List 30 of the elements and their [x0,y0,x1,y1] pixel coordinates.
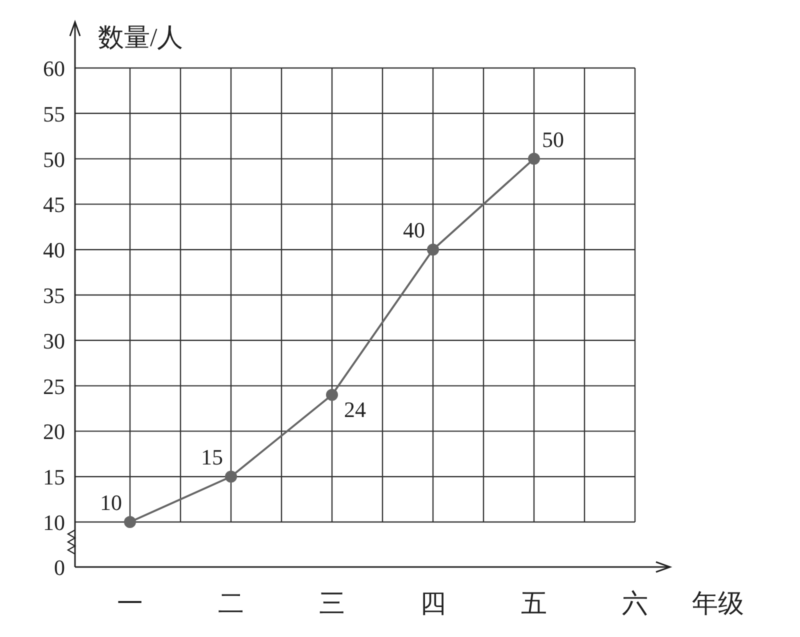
x-tick-label: 五 [521,589,547,618]
x-tick-label: 一 [117,589,143,618]
y-axis-title: 数量/人 [98,23,184,52]
data-label: 10 [100,490,122,515]
data-label: 50 [542,126,564,152]
y-tick-label: 50 [43,146,65,172]
data-label: 40 [403,218,425,243]
point [225,470,237,483]
y-tick-label: 15 [43,464,65,490]
y-tick-label: 35 [43,283,65,308]
point [528,152,540,165]
x-tick-label: 四 [420,589,446,618]
data-label: 15 [201,444,223,470]
point [427,244,439,256]
y-tick-label: 45 [43,192,65,218]
text: 0 [54,555,65,580]
y-tick-label: 40 [43,238,65,263]
y-tick-label: 25 [43,374,65,399]
x-tick-label: 二 [218,589,244,618]
x-tick-label: 六 [622,589,648,618]
y-tick-label: 10 [43,510,65,535]
x-tick-label: 三 [319,589,345,618]
x-axis-title: 年级 [692,589,744,618]
point [326,388,338,401]
y-tick-label: 55 [43,101,65,126]
y-tick-label: 30 [43,328,65,354]
data-label: 24 [344,396,366,422]
point [124,516,136,528]
y-tick-label: 20 [43,419,65,444]
y-tick-label: 60 [43,56,65,81]
